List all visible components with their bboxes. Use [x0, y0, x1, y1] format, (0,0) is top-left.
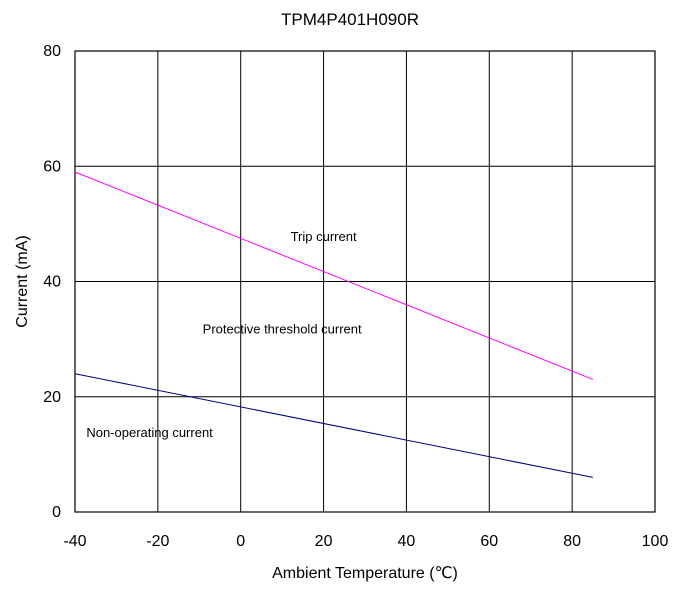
x-tick-label: 60 [480, 533, 498, 550]
series-line [74, 373, 593, 478]
x-axis-ticks: -40 -20 0 20 40 60 80 100 [63, 533, 668, 550]
y-axis-label: Current (mA) [14, 235, 31, 327]
y-tick-label: 0 [52, 504, 61, 521]
annotation-label: Trip current [291, 229, 357, 244]
series-line [74, 171, 594, 380]
x-axis-label: Ambient Temperature (℃) [272, 565, 458, 582]
grid [75, 51, 655, 512]
y-axis-ticks: 0 20 40 60 80 [43, 43, 61, 521]
annotation-label: Protective threshold current [203, 321, 362, 336]
y-tick-label: 60 [43, 158, 61, 175]
x-tick-label: 0 [236, 533, 245, 550]
y-tick-label: 40 [43, 274, 61, 291]
x-tick-label: 100 [642, 533, 669, 550]
series-layer [74, 171, 594, 478]
x-tick-label: -20 [146, 533, 169, 550]
x-tick-label: -40 [63, 533, 86, 550]
annotations: Trip current Protective threshold current… [86, 229, 362, 440]
plot-frame [74, 50, 656, 513]
x-tick-label: 80 [563, 533, 581, 550]
annotation-label: Non-operating current [86, 425, 213, 440]
chart-title: TPM4P401H090R [281, 10, 419, 29]
y-tick-label: 20 [43, 389, 61, 406]
y-tick-label: 80 [43, 43, 61, 60]
x-tick-label: 20 [315, 533, 333, 550]
x-tick-label: 40 [398, 533, 416, 550]
